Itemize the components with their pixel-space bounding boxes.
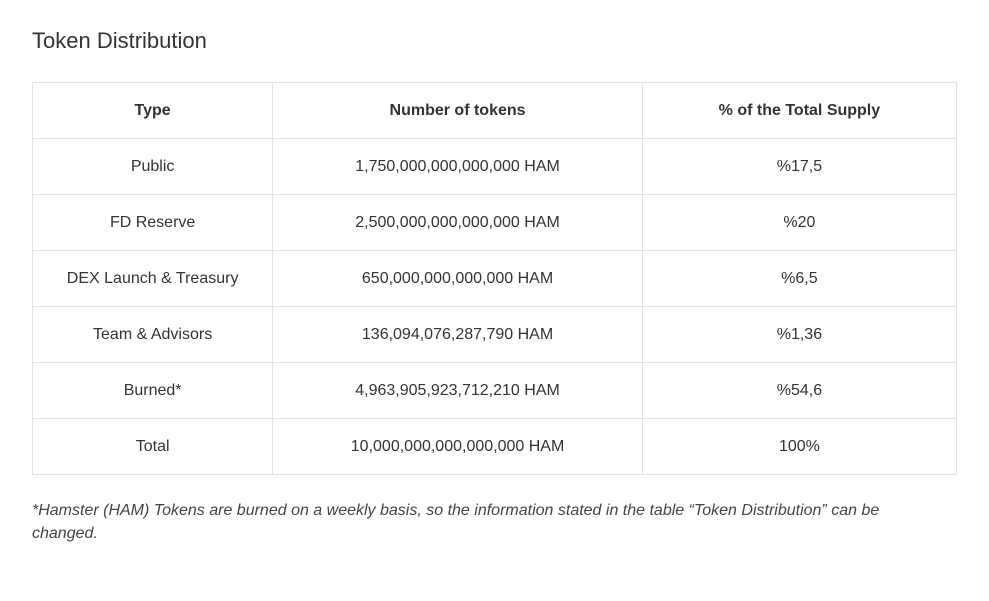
col-header-percent: % of the Total Supply: [642, 83, 956, 139]
col-header-type: Type: [33, 83, 273, 139]
table-row: FD Reserve 2,500,000,000,000,000 HAM %20: [33, 195, 957, 251]
footnote: *Hamster (HAM) Tokens are burned on a we…: [32, 499, 932, 545]
section-title: Token Distribution: [32, 28, 957, 54]
table-row: DEX Launch & Treasury 650,000,000,000,00…: [33, 251, 957, 307]
table-header-row: Type Number of tokens % of the Total Sup…: [33, 83, 957, 139]
cell-tokens: 10,000,000,000,000,000 HAM: [273, 419, 643, 475]
cell-tokens: 136,094,076,287,790 HAM: [273, 307, 643, 363]
token-distribution-table: Type Number of tokens % of the Total Sup…: [32, 82, 957, 475]
table-row: Total 10,000,000,000,000,000 HAM 100%: [33, 419, 957, 475]
cell-percent: %54,6: [642, 363, 956, 419]
cell-tokens: 4,963,905,923,712,210 HAM: [273, 363, 643, 419]
cell-type: DEX Launch & Treasury: [33, 251, 273, 307]
table-row: Public 1,750,000,000,000,000 HAM %17,5: [33, 139, 957, 195]
cell-type: Burned*: [33, 363, 273, 419]
cell-type: Public: [33, 139, 273, 195]
cell-tokens: 1,750,000,000,000,000 HAM: [273, 139, 643, 195]
cell-tokens: 650,000,000,000,000 HAM: [273, 251, 643, 307]
cell-type: Team & Advisors: [33, 307, 273, 363]
cell-percent: %1,36: [642, 307, 956, 363]
cell-percent: %20: [642, 195, 956, 251]
cell-percent: %17,5: [642, 139, 956, 195]
table-row: Burned* 4,963,905,923,712,210 HAM %54,6: [33, 363, 957, 419]
cell-percent: 100%: [642, 419, 956, 475]
table-row: Team & Advisors 136,094,076,287,790 HAM …: [33, 307, 957, 363]
cell-percent: %6,5: [642, 251, 956, 307]
col-header-tokens: Number of tokens: [273, 83, 643, 139]
cell-type: FD Reserve: [33, 195, 273, 251]
cell-type: Total: [33, 419, 273, 475]
cell-tokens: 2,500,000,000,000,000 HAM: [273, 195, 643, 251]
